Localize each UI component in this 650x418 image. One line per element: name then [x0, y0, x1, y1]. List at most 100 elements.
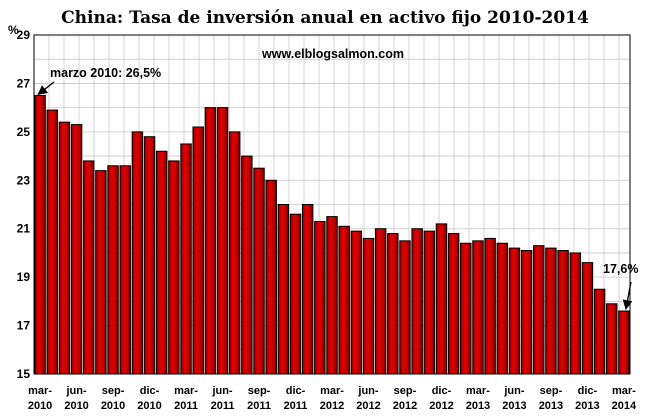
bar — [350, 230, 363, 375]
x-tick-label: 2013 — [539, 400, 563, 412]
x-tick-label: sep- — [540, 385, 563, 397]
bar — [241, 155, 253, 375]
x-tick-label: 2010 — [101, 400, 125, 412]
x-tick-label: jun- — [65, 385, 86, 397]
plot-area — [33, 34, 631, 375]
x-tick-label: dic- — [286, 385, 306, 397]
bar — [204, 107, 217, 375]
annotation-start: marzo 2010: 26,5% — [50, 66, 161, 80]
bar — [192, 126, 204, 375]
y-tick-label: 17 — [17, 319, 31, 333]
x-tick-label: dic- — [140, 385, 160, 397]
x-tick-label: 2012 — [393, 400, 417, 412]
bar — [228, 131, 241, 375]
x-tick-label: 2011 — [211, 400, 235, 412]
x-tick-label: mar- — [320, 385, 344, 397]
bar — [435, 223, 448, 375]
y-tick-labels: 15 17 19 21 23 25 27 29 — [17, 28, 31, 381]
x-tick-label: 2012 — [320, 400, 344, 412]
bar — [399, 240, 411, 375]
bar — [581, 262, 594, 375]
bar — [618, 310, 630, 375]
bar — [496, 242, 509, 375]
bar — [460, 242, 472, 375]
bar — [338, 225, 350, 375]
y-axis-unit: % — [8, 23, 19, 37]
x-tick-label: jun- — [211, 385, 232, 397]
bar — [301, 204, 314, 375]
y-tick-label: 25 — [17, 125, 31, 139]
y-tick-label: 27 — [17, 76, 31, 90]
bar — [131, 131, 144, 375]
bar — [411, 228, 423, 375]
bar — [374, 228, 387, 375]
x-tick-labels: mar- 2010 jun- 2010 sep- 2010 dic- 2010 mar- 2011… — [28, 385, 637, 412]
bar — [34, 95, 46, 375]
x-tick-label: dic- — [578, 385, 598, 397]
bar — [557, 250, 569, 375]
bar — [58, 121, 71, 375]
bar — [253, 167, 265, 375]
bar — [520, 250, 533, 375]
x-tick-label: 2010 — [64, 400, 88, 412]
x-tick-label: 2012 — [429, 400, 453, 412]
y-tick-label: 29 — [17, 28, 31, 42]
x-tick-label: dic- — [432, 385, 452, 397]
x-tick-label: sep- — [248, 385, 271, 397]
bar — [447, 233, 460, 375]
x-tick-label: mar- — [28, 385, 52, 397]
bars — [34, 95, 630, 375]
bar — [107, 165, 119, 375]
bar — [533, 245, 545, 375]
bar — [265, 179, 277, 375]
bar — [83, 160, 95, 375]
x-tick-label: 2010 — [137, 400, 161, 412]
bar — [545, 247, 557, 375]
bar — [423, 230, 436, 375]
x-tick-label: 2012 — [356, 400, 380, 412]
bar — [277, 204, 290, 375]
annotations: marzo 2010: 26,5% 17,6% — [37, 66, 638, 310]
x-tick-label: sep- — [102, 385, 125, 397]
bar — [46, 109, 58, 375]
bar — [387, 233, 399, 375]
bar — [95, 170, 107, 375]
x-tick-label: 2013 — [502, 400, 526, 412]
bar — [119, 165, 131, 375]
bar — [569, 252, 581, 375]
x-tick-label: 2011 — [247, 400, 271, 412]
bar — [484, 237, 496, 375]
x-tick-label: mar- — [466, 385, 490, 397]
watermark: www.elblogsalmon.com — [261, 47, 404, 61]
bar — [593, 288, 606, 375]
bar — [314, 220, 326, 375]
x-tick-label: mar- — [174, 385, 198, 397]
x-tick-label: sep- — [394, 385, 417, 397]
bar — [168, 160, 180, 375]
plot-frame — [33, 34, 631, 375]
bar — [180, 143, 192, 375]
bar — [143, 136, 156, 375]
x-tick-label: jun- — [357, 385, 378, 397]
annotation-end-arrow — [622, 281, 633, 310]
bar — [362, 237, 375, 375]
bar — [472, 240, 484, 375]
bar — [216, 107, 229, 375]
x-tick-label: 2010 — [28, 400, 52, 412]
x-tick-label: 2014 — [612, 400, 637, 412]
bar — [326, 216, 338, 375]
y-tick-label: 21 — [17, 222, 31, 236]
x-tick-label: 2013 — [466, 400, 490, 412]
x-tick-label: 2011 — [174, 400, 198, 412]
x-tick-label: mar- — [612, 385, 636, 397]
bar — [70, 124, 83, 375]
x-tick-label: 2011 — [284, 400, 308, 412]
x-tick-label: 2013 — [575, 400, 599, 412]
y-tick-label: 23 — [17, 173, 31, 187]
bar — [155, 150, 168, 375]
bar — [508, 247, 521, 375]
y-tick-label: 15 — [17, 367, 31, 381]
annotation-start-arrow — [37, 81, 55, 96]
chart-title: China: Tasa de inversión anual en activo… — [61, 8, 589, 28]
